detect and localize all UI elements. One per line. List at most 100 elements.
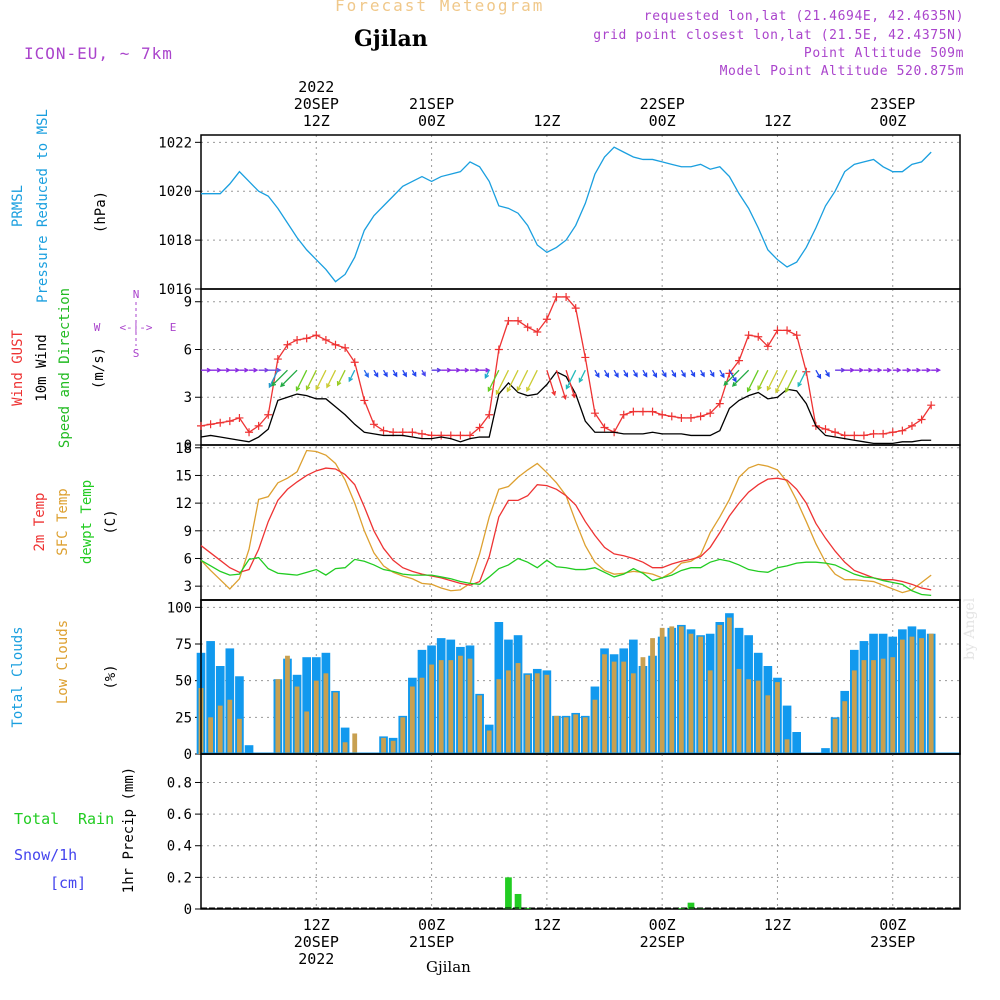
gust-point <box>821 425 830 434</box>
precip-label-cm: [cm] <box>50 874 86 892</box>
wind-label-speed-dir: Speed and Direction <box>57 288 73 448</box>
wind-direction-arrow <box>835 367 846 373</box>
bottom-time-label: 2022 <box>298 950 334 968</box>
bottom-time-label: 12Z <box>533 916 560 934</box>
precip-label-snow: Snow/1h <box>14 846 77 864</box>
wind-direction-arrow <box>210 367 222 373</box>
ytick-label: 0 <box>184 747 192 763</box>
low-cloud-bar <box>448 660 454 754</box>
low-cloud-bar <box>928 633 934 754</box>
gust-point <box>264 410 273 419</box>
wind-direction-arrow <box>441 367 453 373</box>
precip-label-total: Total <box>14 810 59 828</box>
wind-direction-arrow <box>757 369 769 391</box>
wind-direction-arrow <box>431 367 442 373</box>
gust-point <box>475 423 484 432</box>
ytick-label: 0.6 <box>167 807 192 823</box>
total-cloud-bar <box>340 727 350 754</box>
gust-point <box>907 421 916 430</box>
top-time-label: 00Z <box>418 112 445 130</box>
wind-direction-arrow <box>326 369 337 389</box>
ytick-label: 1016 <box>158 282 192 298</box>
wind-direction-arrow <box>723 369 740 386</box>
gust-point <box>571 304 580 313</box>
gust-point <box>321 335 330 344</box>
gust-point <box>917 415 926 424</box>
gust-point <box>927 401 936 410</box>
low-cloud-bar <box>688 633 694 754</box>
gust-point <box>773 326 782 335</box>
wind-direction-arrow <box>280 369 298 388</box>
gust-point <box>648 407 657 416</box>
panel-precip: 0 0.2 0.4 0.6 0.8 <box>167 753 961 918</box>
gust-point <box>831 428 840 437</box>
ytick-label: 25 <box>175 710 192 726</box>
low-cloud-bar <box>621 661 627 754</box>
wind-direction-arrow <box>565 369 577 390</box>
wind-direction-arrow <box>470 367 481 373</box>
low-cloud-bar <box>669 626 675 754</box>
wind-direction-arrow <box>271 369 288 387</box>
top-time-label: 21SEP <box>409 95 454 113</box>
low-cloud-bar <box>275 679 281 754</box>
wind-direction-arrow <box>526 369 538 393</box>
wind-direction-arrow <box>746 369 759 393</box>
wind-direction-arrow <box>719 369 725 379</box>
panel-frame <box>200 288 961 446</box>
low-cloud-bar <box>227 699 233 754</box>
wind-unit: (m/s) <box>91 347 107 389</box>
gust-point <box>254 421 263 430</box>
temp-2m-line <box>200 467 932 591</box>
low-cloud-bar <box>611 661 617 754</box>
dewpt-temp-line <box>200 556 932 597</box>
wind-direction-arrow <box>268 367 282 373</box>
ytick-label: 9 <box>184 295 192 311</box>
wind-direction-arrow <box>484 369 490 379</box>
low-cloud-bar <box>592 699 598 754</box>
low-cloud-bar <box>573 714 579 754</box>
model-altitude: Model Point Altitude 520.875m <box>719 64 964 79</box>
gust-point <box>216 418 225 427</box>
panel-clouds: 0 25 50 75 100 <box>167 599 961 763</box>
gust-point <box>744 331 753 340</box>
wind-direction-arrow <box>700 369 705 378</box>
gust-point <box>792 331 801 340</box>
low-cloud-bar <box>554 715 559 754</box>
wind-direction-arrow <box>815 369 822 380</box>
wind-direction-arrow <box>460 367 470 373</box>
low-cloud-bar <box>832 718 838 754</box>
temp-label-2m: 2m Temp <box>32 492 48 551</box>
gust-point <box>754 332 763 341</box>
low-cloud-bar <box>842 701 848 754</box>
compass-w: W <box>94 321 101 334</box>
low-cloud-bar <box>467 658 473 754</box>
gust-point <box>638 407 647 416</box>
wind-direction-arrow <box>775 369 788 394</box>
low-cloud-bar <box>909 636 915 754</box>
low-cloud-bar <box>698 636 703 754</box>
panel-temp: 3 6 9 12 15 18 <box>175 441 961 601</box>
wind-direction-arrow <box>731 369 750 387</box>
gust-point <box>341 343 350 352</box>
gust-point <box>456 431 465 440</box>
precip-unit: 1hr Precip (mm) <box>121 767 137 893</box>
gust-point <box>360 396 369 405</box>
gust-point <box>686 413 695 422</box>
gust-point <box>245 428 254 437</box>
wind-direction-arrow <box>305 369 317 391</box>
wind-direction-arrow <box>844 367 856 373</box>
rain-bar <box>514 893 522 909</box>
gust-point <box>658 410 667 419</box>
low-cloud-bar <box>486 730 492 754</box>
low-cloud-bar <box>313 680 319 754</box>
ytick-label: 12 <box>175 496 192 512</box>
footer-location: Gjilan <box>426 958 471 976</box>
gust-point <box>869 429 878 438</box>
gust-point <box>437 431 446 440</box>
clouds-unit: (%) <box>103 664 119 689</box>
wind-direction-arrow <box>295 369 308 392</box>
wind-direction-arrow <box>632 369 638 378</box>
gust-point <box>802 367 811 376</box>
low-cloud-bar <box>784 739 790 754</box>
